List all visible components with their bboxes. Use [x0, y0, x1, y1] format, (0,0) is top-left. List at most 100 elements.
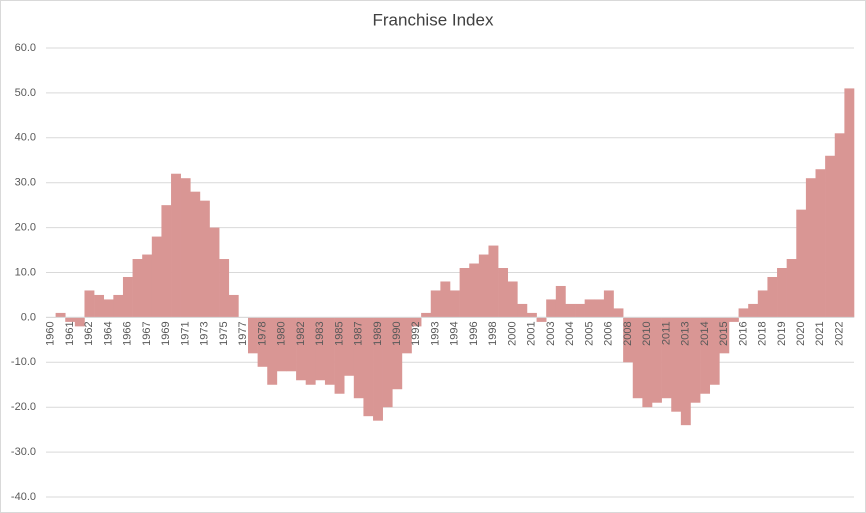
bar	[103, 299, 114, 318]
bar	[652, 317, 662, 403]
bar	[267, 317, 278, 385]
x-tick-label: 1962	[83, 321, 95, 345]
bar	[122, 276, 133, 318]
bar	[526, 312, 537, 318]
x-tick-label: 1969	[160, 321, 172, 345]
bar	[834, 133, 845, 318]
x-tick-label: 1973	[199, 321, 211, 345]
y-tick-label: 0.0	[21, 311, 36, 323]
x-tick-label: 2015	[718, 321, 730, 345]
bar	[507, 281, 518, 318]
bar	[555, 285, 566, 318]
x-tick-label: 2004	[564, 321, 576, 345]
bar	[700, 317, 711, 394]
bar	[430, 290, 441, 318]
y-tick-label: -30.0	[11, 446, 36, 458]
bar	[815, 169, 826, 318]
x-tick-label: 2019	[776, 321, 788, 345]
y-tick-label: -10.0	[11, 356, 36, 368]
bar	[680, 317, 691, 426]
bar	[709, 317, 720, 385]
bar	[401, 317, 412, 354]
y-tick-label: 20.0	[15, 222, 36, 234]
bar	[373, 317, 383, 421]
bar	[353, 317, 364, 399]
bar	[450, 290, 460, 318]
y-tick-label: 10.0	[15, 266, 36, 278]
bar	[363, 317, 374, 417]
bar	[738, 308, 749, 318]
bar	[257, 317, 268, 367]
bar	[248, 317, 258, 354]
x-tick-label: 1996	[468, 321, 480, 345]
x-tick-label: 1977	[237, 321, 249, 345]
x-tick-label: 2018	[757, 321, 769, 345]
y-tick-label: 50.0	[15, 87, 36, 99]
bar	[632, 317, 643, 399]
bar	[748, 303, 759, 318]
bar	[459, 268, 470, 318]
bar	[536, 317, 547, 322]
x-tick-label: 2014	[699, 321, 711, 345]
bar	[142, 254, 153, 318]
bar	[603, 290, 614, 318]
x-tick-label: 2008	[622, 321, 634, 345]
bar	[786, 259, 797, 318]
bar	[199, 200, 210, 318]
x-tick-label: 1980	[276, 321, 288, 345]
bar	[805, 178, 816, 318]
x-tick-label: 1990	[391, 321, 403, 345]
x-tick-label: 2005	[583, 321, 595, 345]
x-tick-label: 2006	[603, 321, 615, 345]
bar	[777, 268, 787, 318]
bar	[767, 276, 778, 318]
x-tick-label: 2022	[833, 321, 845, 345]
bar	[757, 290, 768, 318]
y-tick-label: -20.0	[11, 401, 36, 413]
bar	[74, 317, 85, 327]
bar	[65, 317, 76, 322]
bar	[276, 317, 287, 372]
x-tick-label: 1985	[333, 321, 345, 345]
chart-title: Franchise Index	[373, 10, 494, 29]
bar	[728, 317, 739, 322]
bar	[382, 317, 393, 408]
bar	[324, 317, 335, 385]
x-tick-label: 2020	[795, 321, 807, 345]
bar	[113, 294, 124, 318]
y-tick-label: 60.0	[15, 42, 36, 54]
x-tick-label: 2011	[660, 321, 672, 345]
bar	[171, 173, 181, 318]
bar	[421, 312, 432, 318]
bar	[180, 178, 191, 318]
x-tick-label: 2010	[641, 321, 653, 345]
x-tick-label: 1966	[122, 321, 134, 345]
x-tick-label: 1975	[218, 321, 230, 345]
x-tick-label: 1967	[141, 321, 153, 345]
bar	[219, 259, 230, 318]
x-tick-label: 1960	[45, 321, 57, 345]
y-tick-label: 30.0	[15, 177, 36, 189]
bar	[84, 290, 95, 318]
bar	[613, 308, 624, 318]
x-tick-label: 2021	[814, 321, 826, 345]
x-tick-label: 1978	[256, 321, 268, 345]
bar	[296, 317, 307, 381]
bar	[161, 205, 172, 318]
bar	[478, 254, 489, 318]
bar	[411, 317, 422, 327]
x-tick-label: 1989	[372, 321, 384, 345]
x-tick-label: 1993	[429, 321, 441, 345]
bar	[334, 317, 345, 394]
x-tick-label: 2016	[737, 321, 749, 345]
bar	[594, 299, 605, 318]
bar	[55, 312, 66, 318]
bar	[565, 303, 576, 318]
bar	[469, 263, 480, 318]
bar	[392, 317, 403, 390]
bar	[575, 303, 585, 318]
bar	[498, 268, 509, 318]
bar	[642, 317, 653, 408]
